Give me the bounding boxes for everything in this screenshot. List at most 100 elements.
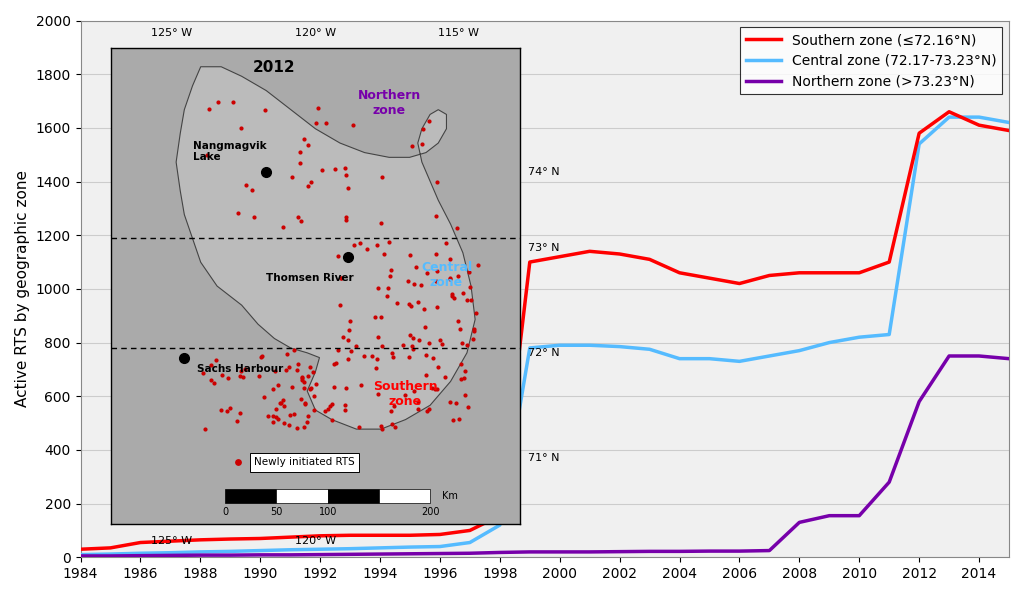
- Point: [275, 402, 292, 411]
- Point: [436, 372, 453, 382]
- Point: [411, 398, 427, 407]
- Text: 125° W: 125° W: [152, 28, 193, 38]
- Point: [340, 355, 356, 364]
- Point: [218, 406, 234, 415]
- Point: [374, 341, 390, 350]
- Point: [449, 223, 465, 232]
- Point: [337, 405, 353, 415]
- Point: [293, 395, 309, 404]
- Point: [257, 105, 273, 115]
- Point: [254, 352, 270, 361]
- Point: [454, 374, 470, 383]
- Point: [203, 375, 219, 385]
- Point: [376, 249, 392, 259]
- Point: [297, 399, 313, 409]
- Point: [424, 384, 440, 393]
- Point: [324, 415, 340, 425]
- Point: [450, 316, 466, 325]
- Point: [256, 393, 272, 402]
- Point: [463, 295, 479, 305]
- Point: [410, 405, 426, 414]
- Point: [403, 141, 420, 151]
- Point: [300, 139, 316, 149]
- Text: 73° N: 73° N: [528, 243, 560, 253]
- Point: [427, 384, 443, 394]
- Point: [337, 163, 353, 172]
- Point: [322, 401, 338, 411]
- Point: [330, 252, 346, 261]
- Point: [384, 348, 400, 358]
- Point: [268, 405, 285, 414]
- Point: [326, 382, 342, 392]
- Point: [336, 400, 352, 409]
- Point: [421, 339, 437, 348]
- Point: [406, 333, 422, 343]
- Point: [374, 424, 390, 433]
- Point: [400, 352, 417, 362]
- Point: [292, 148, 308, 157]
- Point: [401, 300, 418, 309]
- Point: [335, 332, 351, 342]
- Point: [346, 240, 362, 250]
- Point: [333, 273, 349, 283]
- Point: [351, 423, 368, 432]
- Point: [327, 164, 343, 174]
- Point: [419, 406, 435, 416]
- Point: [246, 212, 262, 222]
- Point: [370, 390, 386, 399]
- Text: 100: 100: [318, 507, 337, 517]
- Point: [284, 382, 300, 392]
- Text: Newly initiated RTS: Newly initiated RTS: [254, 458, 354, 467]
- Point: [389, 299, 406, 308]
- Point: [199, 151, 215, 160]
- Point: [319, 404, 336, 414]
- Point: [302, 383, 318, 393]
- Point: [443, 291, 460, 301]
- Point: [198, 424, 214, 433]
- Point: [438, 238, 455, 247]
- Point: [222, 403, 239, 412]
- Point: [302, 362, 318, 371]
- Point: [220, 373, 237, 383]
- Point: [429, 178, 445, 187]
- Point: [231, 408, 248, 418]
- Point: [399, 276, 416, 285]
- Point: [430, 363, 446, 372]
- Point: [286, 409, 302, 419]
- Point: [457, 390, 473, 400]
- Point: [333, 273, 349, 283]
- Point: [202, 104, 218, 114]
- Text: 72° N: 72° N: [528, 348, 560, 358]
- Text: Nangmagvik
Lake: Nangmagvik Lake: [193, 141, 266, 162]
- Point: [447, 398, 464, 408]
- Text: 50: 50: [270, 507, 283, 517]
- Point: [386, 401, 402, 411]
- Point: [295, 423, 311, 432]
- Point: [231, 371, 248, 381]
- Point: [260, 411, 276, 421]
- Point: [328, 358, 344, 368]
- Point: [330, 346, 346, 355]
- Point: [341, 325, 357, 335]
- Point: [445, 293, 462, 303]
- Point: [332, 301, 348, 311]
- Point: [281, 362, 297, 372]
- Point: [233, 123, 250, 133]
- Point: [383, 265, 399, 275]
- Point: [470, 260, 486, 270]
- Point: [285, 172, 301, 182]
- Point: [443, 290, 460, 299]
- Text: Km: Km: [442, 491, 459, 501]
- Point: [370, 333, 386, 342]
- Point: [428, 302, 444, 312]
- Point: [383, 406, 399, 415]
- Point: [414, 139, 430, 148]
- Point: [267, 412, 284, 422]
- Point: [305, 405, 322, 414]
- Point: [434, 339, 451, 349]
- Point: [265, 384, 282, 394]
- Point: [290, 212, 306, 222]
- Point: [465, 335, 481, 344]
- Point: [421, 404, 437, 414]
- Text: 115° W: 115° W: [438, 28, 479, 38]
